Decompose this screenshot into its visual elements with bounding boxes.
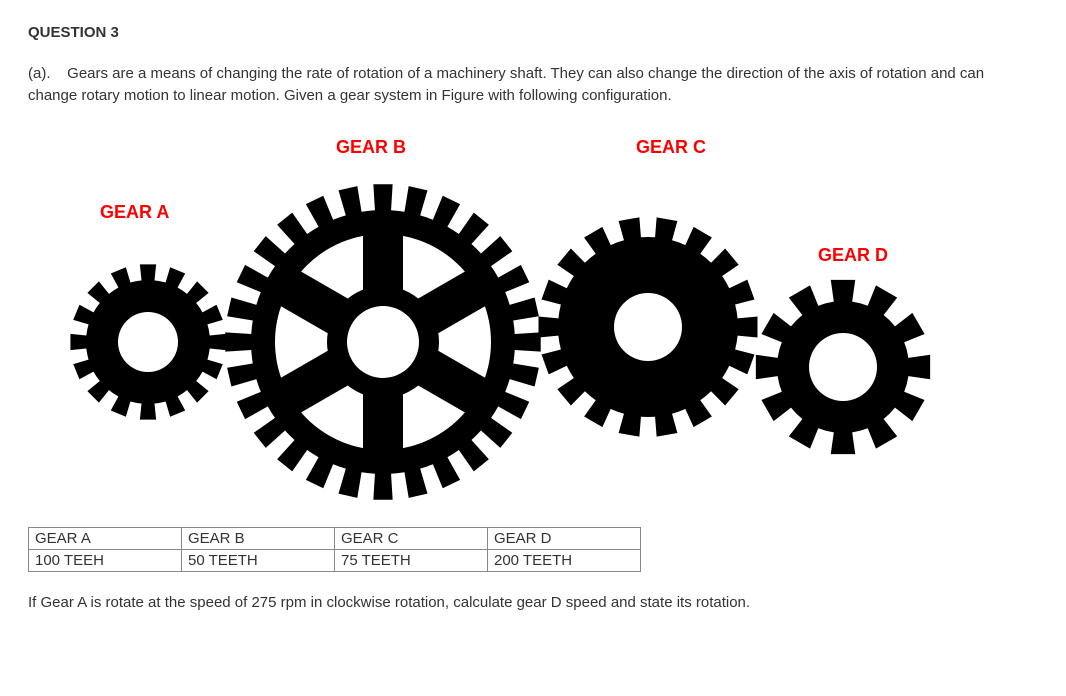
question-heading: QUESTION 3 bbox=[28, 24, 1038, 41]
table-cell: GEAR D bbox=[488, 527, 641, 549]
gear-b-icon bbox=[223, 182, 543, 502]
table-row: 100 TEEH 50 TEETH 75 TEETH 200 TEETH bbox=[29, 549, 641, 571]
part-a-label: (a). bbox=[28, 65, 51, 82]
gear-c-icon bbox=[536, 215, 760, 439]
table-cell: 50 TEETH bbox=[182, 549, 335, 571]
table-cell: 75 TEETH bbox=[335, 549, 488, 571]
table-cell: 200 TEETH bbox=[488, 549, 641, 571]
table-row: GEAR A GEAR B GEAR C GEAR D bbox=[29, 527, 641, 549]
closing-text: If Gear A is rotate at the speed of 275 … bbox=[28, 594, 1038, 611]
gear-c-label: GEAR C bbox=[636, 137, 706, 158]
gear-data-table: GEAR A GEAR B GEAR C GEAR D 100 TEEH 50 … bbox=[28, 527, 641, 572]
table-cell: GEAR C bbox=[335, 527, 488, 549]
part-a-text: Gears are a means of changing the rate o… bbox=[28, 65, 984, 104]
gear-figure: GEAR A GEAR B GEAR C GEAR D bbox=[28, 117, 1028, 517]
table-cell: GEAR A bbox=[29, 527, 182, 549]
gear-b-label: GEAR B bbox=[336, 137, 406, 158]
gear-d-icon bbox=[753, 277, 933, 457]
table-cell: 100 TEEH bbox=[29, 549, 182, 571]
gear-a-label: GEAR A bbox=[100, 202, 169, 223]
gear-d-label: GEAR D bbox=[818, 245, 888, 266]
gear-a-icon bbox=[68, 262, 228, 422]
question-body: (a). Gears are a means of changing the r… bbox=[28, 63, 1028, 107]
table-cell: GEAR B bbox=[182, 527, 335, 549]
